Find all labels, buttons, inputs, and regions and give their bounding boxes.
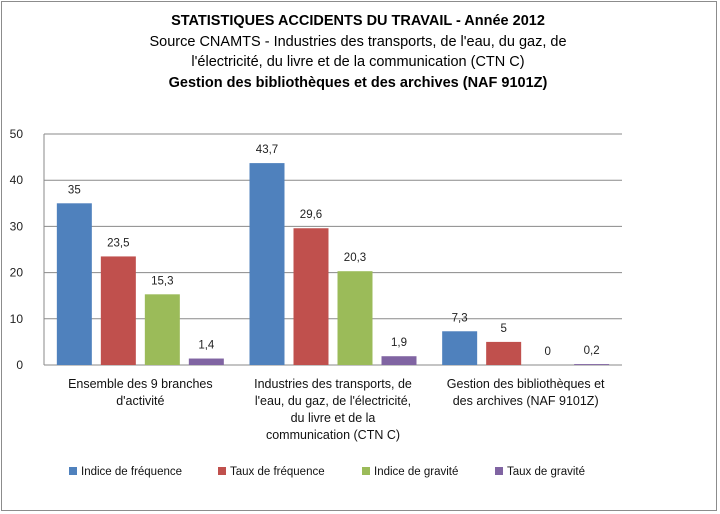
bars	[56, 163, 610, 365]
data-label: 20,3	[344, 252, 366, 264]
x-category-label: Gestion des bibliothèques et des archives…	[447, 377, 605, 408]
bar	[574, 364, 610, 365]
legend-swatch	[362, 467, 370, 475]
bar	[56, 203, 92, 365]
data-label: 0	[544, 346, 550, 358]
y-tick-label: 50	[10, 127, 24, 141]
bar	[249, 163, 285, 365]
data-label: 1,4	[198, 340, 215, 352]
bar	[486, 341, 522, 365]
bar	[144, 294, 180, 365]
y-tick-label: 20	[10, 266, 24, 280]
data-label: 0,2	[584, 345, 600, 357]
data-label: 29,6	[300, 209, 322, 221]
legend-label: Taux de gravité	[507, 466, 585, 478]
gridlines	[44, 133, 622, 366]
bar	[293, 228, 329, 365]
chart-title-line-3: l'électricité, du livre et de la communi…	[191, 54, 524, 70]
chart-title-line-4: Gestion des bibliothèques et des archive…	[169, 75, 548, 91]
legend-swatch	[218, 467, 226, 475]
y-tick-label: 0	[16, 358, 23, 372]
bar	[337, 271, 373, 365]
data-label: 35	[68, 184, 81, 196]
x-category-label: Ensemble des 9 branches d'activité	[68, 377, 213, 408]
x-axis-categories: Ensemble des 9 branches d'activité Industr…	[68, 377, 605, 442]
legend-label: Taux de fréquence	[230, 466, 325, 478]
data-label: 5	[500, 323, 506, 335]
data-label: 43,7	[256, 144, 278, 156]
data-label: 1,9	[391, 337, 407, 349]
bar	[188, 358, 224, 365]
chart-title: STATISTIQUES ACCIDENTS DU TRAVAIL - Anné…	[149, 13, 566, 91]
legend-label: Indice de fréquence	[81, 466, 182, 478]
y-tick-label: 40	[10, 173, 24, 187]
y-tick-label: 10	[10, 312, 24, 326]
legend-swatch	[69, 467, 77, 475]
y-axis: 0 10 20 30 40 50	[10, 127, 45, 372]
bar	[381, 356, 417, 365]
bar	[100, 256, 136, 365]
x-category-label: Industries des transports, de l'eau, du g…	[254, 377, 412, 442]
legend-label: Indice de gravité	[374, 466, 458, 478]
data-label: 15,3	[151, 275, 173, 287]
chart-title-line-1: STATISTIQUES ACCIDENTS DU TRAVAIL - Anné…	[171, 13, 545, 29]
data-label: 7,3	[452, 312, 468, 324]
data-label: 23,5	[107, 237, 129, 249]
y-tick-label: 30	[10, 219, 24, 233]
bar	[442, 331, 478, 365]
chart-title-line-2: Source CNAMTS - Industries des transport…	[149, 34, 566, 50]
legend-swatch	[495, 467, 503, 475]
legend: Indice de fréquence Taux de fréquence Indi…	[69, 466, 585, 478]
data-labels: 35 23,5 15,3 1,4 43,7 29,6 20,3 1,9 7,3 5 0 0,2	[68, 144, 600, 358]
